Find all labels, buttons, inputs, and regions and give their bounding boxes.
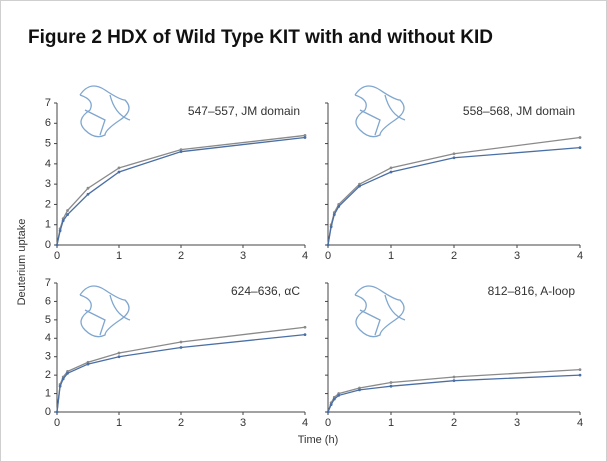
x-tick-label: 1 <box>388 250 394 262</box>
x-tick-label: 0 <box>54 417 60 429</box>
data-point <box>578 146 582 150</box>
panel-subtitle: 558–568, JM domain <box>463 104 575 118</box>
data-point <box>452 379 456 383</box>
data-point <box>358 184 361 188</box>
y-tick-label: 7 <box>45 97 51 109</box>
data-point <box>389 170 393 174</box>
data-point <box>389 384 393 388</box>
x-tick-label: 3 <box>514 417 520 429</box>
data-point <box>329 225 333 229</box>
y-tick-label: 6 <box>45 295 51 307</box>
y-tick-label: 3 <box>45 178 51 190</box>
x-tick-label: 2 <box>178 250 184 262</box>
data-point <box>358 388 361 392</box>
x-tick-label: 1 <box>116 417 122 429</box>
x-tick-label: 1 <box>388 417 394 429</box>
protein-icon <box>79 285 131 338</box>
x-tick-label: 4 <box>577 417 583 429</box>
y-axis-label: Deuterium uptake <box>16 219 28 306</box>
x-tick-label: 3 <box>240 250 246 262</box>
data-point <box>58 229 62 233</box>
data-point <box>86 192 90 196</box>
x-tick-label: 4 <box>302 417 308 429</box>
data-point <box>337 205 341 208</box>
x-tick-label: 0 <box>325 417 331 429</box>
y-tick-label: 0 <box>45 239 51 251</box>
x-tick-label: 0 <box>54 250 60 262</box>
data-point <box>389 166 393 170</box>
y-tick-label: 4 <box>45 158 51 170</box>
data-point <box>55 410 59 414</box>
y-tick-label: 6 <box>45 117 51 129</box>
x-tick-label: 3 <box>514 250 520 262</box>
data-point <box>332 213 336 216</box>
data-point <box>179 148 183 152</box>
x-tick-label: 2 <box>451 417 457 429</box>
data-point <box>61 219 65 223</box>
data-point <box>86 186 90 190</box>
series-line <box>56 136 306 246</box>
x-axis-label: Time (h) <box>298 434 339 446</box>
data-point <box>337 394 341 397</box>
data-point <box>117 355 121 359</box>
series-line <box>327 146 581 246</box>
protein-icon <box>79 85 131 138</box>
data-point <box>117 166 121 170</box>
data-point <box>452 156 456 160</box>
data-point <box>452 152 456 156</box>
y-tick-label: 1 <box>45 387 51 399</box>
data-point <box>303 134 307 137</box>
protein-icons <box>79 85 406 338</box>
data-point <box>86 362 90 366</box>
data-point <box>58 384 62 388</box>
data-point <box>303 325 307 329</box>
data-point <box>66 371 69 375</box>
x-tick-label: 1 <box>116 250 122 262</box>
data-point <box>329 403 333 407</box>
data-point <box>179 150 183 154</box>
x-tick-label: 4 <box>577 250 583 262</box>
data-point <box>578 136 582 139</box>
data-point <box>326 243 330 247</box>
data-point <box>578 368 582 372</box>
y-tick-label: 7 <box>45 277 51 289</box>
data-point <box>61 377 65 381</box>
x-tick-label: 4 <box>302 250 308 262</box>
data-point <box>303 333 307 336</box>
panel-subtitle: 547–557, JM domain <box>188 104 300 118</box>
data-point <box>303 136 307 139</box>
data-point <box>55 243 59 247</box>
y-tick-label: 5 <box>45 314 51 326</box>
data-point <box>358 182 361 186</box>
data-point <box>452 375 456 379</box>
x-tick-label: 3 <box>240 417 246 429</box>
protein-icon <box>354 85 406 138</box>
y-tick-label: 1 <box>45 219 51 231</box>
panel-subtitle: 624–636, αC <box>231 284 300 298</box>
data-point <box>179 340 183 344</box>
data-point <box>66 209 69 212</box>
y-tick-label: 4 <box>45 332 51 344</box>
data-point <box>179 346 183 349</box>
data-point <box>117 170 121 174</box>
x-tick-label: 2 <box>451 250 457 262</box>
y-tick-label: 5 <box>45 137 51 149</box>
data-point <box>389 381 393 384</box>
data-point <box>332 397 336 401</box>
data-point <box>578 373 582 377</box>
y-tick-label: 0 <box>45 406 51 418</box>
protein-icon <box>354 285 406 338</box>
data-point <box>326 410 330 414</box>
y-tick-label: 2 <box>45 369 51 381</box>
x-tick-label: 0 <box>325 250 331 262</box>
data-point <box>66 213 69 216</box>
panel-subtitle: 812–816, A-loop <box>488 284 576 298</box>
y-tick-label: 2 <box>45 198 51 210</box>
figure-title: Figure 2 HDX of Wild Type KIT with and w… <box>28 27 493 48</box>
data-point <box>117 351 121 355</box>
x-tick-label: 2 <box>178 417 184 429</box>
y-tick-label: 3 <box>45 351 51 363</box>
